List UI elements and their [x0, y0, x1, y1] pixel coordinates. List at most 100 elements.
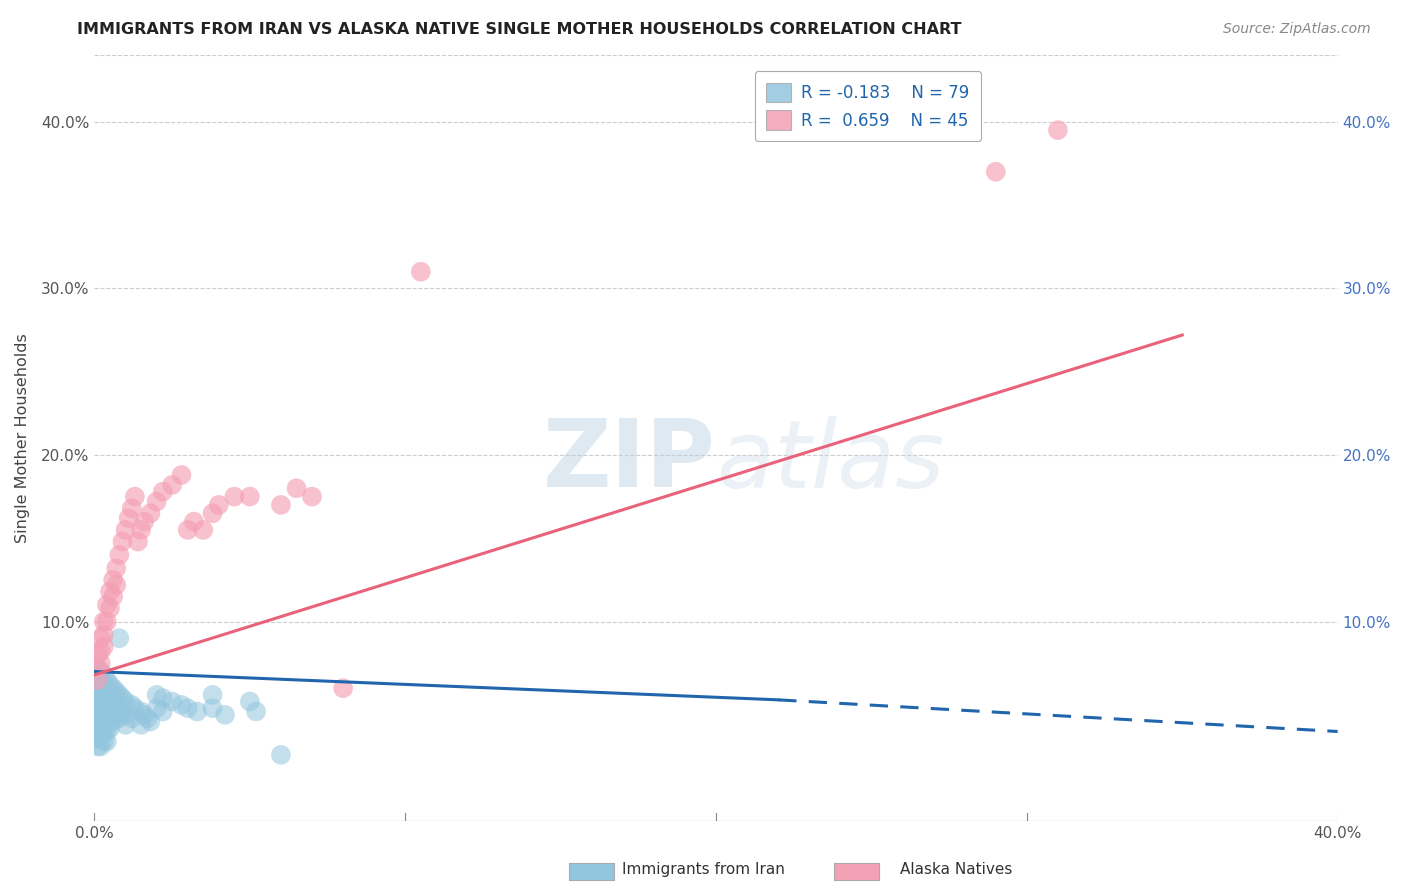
Point — [170, 467, 193, 482]
Point — [332, 681, 354, 696]
Point — [201, 688, 224, 702]
Point — [285, 481, 308, 495]
Point — [86, 668, 108, 682]
Point — [98, 678, 121, 692]
Point — [108, 701, 131, 715]
Point — [177, 701, 200, 715]
Y-axis label: Single Mother Households: Single Mother Households — [15, 334, 30, 543]
Point — [86, 684, 108, 698]
Point — [86, 690, 108, 704]
Point — [93, 734, 115, 748]
Point — [90, 673, 112, 687]
Point — [101, 705, 124, 719]
Point — [152, 484, 174, 499]
Point — [101, 693, 124, 707]
Text: ZIP: ZIP — [543, 416, 716, 508]
Point — [124, 701, 146, 715]
Point — [105, 578, 128, 592]
Point — [208, 498, 231, 512]
Point — [239, 490, 262, 504]
Point — [201, 701, 224, 715]
Point — [245, 705, 267, 719]
Point — [145, 701, 167, 715]
Point — [101, 681, 124, 696]
Point — [96, 615, 118, 629]
Point — [86, 673, 108, 687]
Point — [96, 684, 118, 698]
Text: Immigrants from Iran: Immigrants from Iran — [621, 863, 785, 877]
Point — [90, 665, 112, 679]
Point — [134, 707, 156, 722]
Point — [93, 615, 115, 629]
Point — [193, 523, 215, 537]
Point — [301, 490, 323, 504]
Point — [86, 673, 108, 687]
Point — [124, 490, 146, 504]
Point — [96, 705, 118, 719]
Point — [114, 523, 136, 537]
Point — [86, 731, 108, 746]
Point — [90, 698, 112, 712]
Point — [90, 739, 112, 754]
Point — [98, 711, 121, 725]
Point — [93, 640, 115, 654]
Point — [86, 698, 108, 712]
Point — [105, 696, 128, 710]
Point — [170, 698, 193, 712]
Point — [101, 573, 124, 587]
Point — [152, 705, 174, 719]
Point — [101, 714, 124, 729]
Point — [114, 694, 136, 708]
Point — [96, 734, 118, 748]
Point — [139, 506, 162, 520]
Point — [108, 631, 131, 645]
Point — [86, 739, 108, 754]
Point — [96, 673, 118, 687]
Point — [93, 628, 115, 642]
Point — [121, 501, 143, 516]
Point — [98, 601, 121, 615]
Point — [108, 548, 131, 562]
Point — [114, 718, 136, 732]
Point — [86, 648, 108, 662]
Point — [139, 714, 162, 729]
Point — [86, 723, 108, 737]
Point — [93, 714, 115, 729]
Point — [86, 706, 108, 721]
Point — [90, 681, 112, 696]
Point — [114, 707, 136, 722]
Point — [105, 707, 128, 722]
Point — [270, 498, 292, 512]
Point — [121, 698, 143, 712]
Point — [214, 707, 236, 722]
Point — [111, 705, 134, 719]
Point — [160, 694, 183, 708]
Point — [239, 694, 262, 708]
Point — [111, 691, 134, 706]
Point — [121, 711, 143, 725]
Point — [86, 678, 108, 692]
Point — [201, 506, 224, 520]
Point — [108, 711, 131, 725]
Point — [183, 515, 205, 529]
Point — [90, 718, 112, 732]
Point — [90, 690, 112, 704]
Point — [129, 718, 152, 732]
Point — [93, 705, 115, 719]
Legend: R = -0.183    N = 79, R =  0.659    N = 45: R = -0.183 N = 79, R = 0.659 N = 45 — [755, 71, 981, 141]
Point — [93, 694, 115, 708]
Point — [93, 678, 115, 692]
Point — [1046, 123, 1069, 137]
Point — [93, 668, 115, 682]
Point — [96, 724, 118, 739]
Point — [90, 656, 112, 670]
Point — [129, 523, 152, 537]
Point — [186, 705, 208, 719]
Point — [127, 534, 149, 549]
Text: Alaska Natives: Alaska Natives — [900, 863, 1012, 877]
Point — [98, 690, 121, 704]
Point — [101, 590, 124, 604]
Point — [90, 706, 112, 721]
Point — [96, 598, 118, 612]
Text: Source: ZipAtlas.com: Source: ZipAtlas.com — [1223, 22, 1371, 37]
